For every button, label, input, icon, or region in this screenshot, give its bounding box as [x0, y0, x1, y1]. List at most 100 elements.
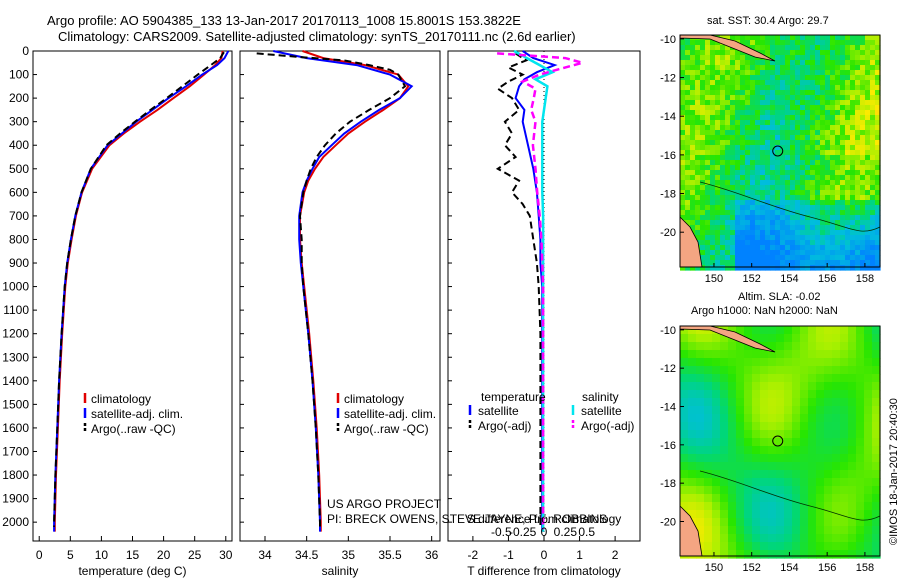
sst-map-cell	[735, 60, 741, 66]
sst-map-cell	[870, 65, 876, 71]
sst-map-cell	[680, 40, 686, 46]
sst-map-cell	[850, 70, 856, 76]
sla-map-cell	[864, 486, 873, 495]
sst-map-cell	[695, 105, 701, 111]
sla-map-cell	[792, 526, 801, 535]
sla-map-cell	[792, 534, 801, 543]
sla-map-cell	[816, 422, 825, 431]
sst-map-cell	[710, 210, 716, 216]
sla-map-cell	[792, 510, 801, 519]
sst-map-cell	[805, 120, 811, 126]
sla-map-cell	[864, 478, 873, 487]
sst-map-cell	[755, 95, 761, 101]
sst-map-cell	[815, 40, 821, 46]
sst-map-cell	[780, 215, 786, 221]
sst-map-cell	[730, 90, 736, 96]
sst-map-cell	[845, 50, 851, 56]
sst-map-cell	[685, 140, 691, 146]
sla-map-cell	[736, 342, 745, 351]
sst-map-cell	[730, 125, 736, 131]
sst-map-cell	[770, 90, 776, 96]
sst-map-cell	[830, 105, 836, 111]
sla-map-cell	[784, 390, 793, 399]
sst-map-cell	[860, 50, 866, 56]
sst-map-cell	[815, 100, 821, 106]
sla-map-cell	[776, 462, 785, 471]
sst-map-cell	[745, 235, 751, 241]
sst-map-cell	[810, 180, 816, 186]
sst-map-cell	[760, 220, 766, 226]
sst-map-cell	[875, 110, 881, 116]
sla-map-cell	[752, 414, 761, 423]
sst-map-cell	[820, 240, 826, 246]
sla-map-cell	[856, 430, 865, 439]
sla-map-cell	[872, 422, 881, 431]
sst-map-cell	[840, 140, 846, 146]
sst-map-cell	[860, 200, 866, 206]
sla-map-cell	[744, 366, 753, 375]
sst-map-cell	[710, 90, 716, 96]
sst-map-cell	[765, 135, 771, 141]
salinity-xtick-label: 35	[342, 548, 356, 562]
sla-map-cell	[816, 462, 825, 471]
sst-map-cell	[690, 55, 696, 61]
temperature-xtick-label: 30	[219, 548, 233, 562]
sst-map-cell	[820, 45, 826, 51]
sst-map-cell	[855, 150, 861, 156]
sst-map-cell	[845, 60, 851, 66]
sst-map-cell	[820, 40, 826, 46]
sst-map-cell	[740, 190, 746, 196]
sla-map-cell	[864, 462, 873, 471]
sst-map-cell	[820, 105, 826, 111]
sst-map-cell	[730, 165, 736, 171]
sst-map-cell	[765, 230, 771, 236]
sst-map-cell	[755, 110, 761, 116]
sst-map-cell	[835, 120, 841, 126]
sla-map-cell	[864, 414, 873, 423]
sst-map-cell	[750, 35, 756, 41]
sst-map-cell	[830, 160, 836, 166]
sst-map-cell	[875, 165, 881, 171]
sst-map-cell	[805, 40, 811, 46]
sst-map-cell	[795, 235, 801, 241]
sst-map-cell	[765, 125, 771, 131]
sst-map-cell	[710, 180, 716, 186]
sla-map-cell	[768, 430, 777, 439]
sla-map-cell	[744, 398, 753, 407]
sst-map-cell	[715, 240, 721, 246]
sst-map-cell	[820, 120, 826, 126]
sla-map-cell	[848, 398, 857, 407]
sla-map-cell	[816, 406, 825, 415]
salinity-xtick-label: 34	[258, 548, 272, 562]
sst-map-cell	[845, 255, 851, 261]
sst-map-cell	[865, 50, 871, 56]
sst-map-cell	[795, 95, 801, 101]
sst-map-cell	[825, 170, 831, 176]
sst-map-cell	[760, 165, 766, 171]
sst-map-cell	[840, 170, 846, 176]
sla-map-cell	[824, 518, 833, 527]
sst-map-cell	[750, 110, 756, 116]
sst-map-cell	[725, 260, 731, 266]
sla-map-cell	[840, 398, 849, 407]
sst-map-cell	[770, 195, 776, 201]
sst-map-cell	[740, 165, 746, 171]
sst-map-cell	[775, 165, 781, 171]
sst-map-cell	[865, 45, 871, 51]
sst-map-cell	[830, 50, 836, 56]
sla-map-cell	[872, 542, 881, 551]
sst-map-cell	[835, 150, 841, 156]
sst-map-cell	[845, 140, 851, 146]
sla-map-cell	[864, 342, 873, 351]
sst-map-cell	[785, 165, 791, 171]
sst-map-cell	[730, 85, 736, 91]
sst-map-cell	[800, 205, 806, 211]
sst-map-cell	[735, 100, 741, 106]
sla-map-cell	[832, 438, 841, 447]
sst-map-cell	[685, 150, 691, 156]
sst-map-cell	[875, 190, 881, 196]
sst-map-cell	[785, 235, 791, 241]
sst-map-cell	[810, 95, 816, 101]
sst-map-cell	[870, 235, 876, 241]
sla-map-cell	[768, 454, 777, 463]
